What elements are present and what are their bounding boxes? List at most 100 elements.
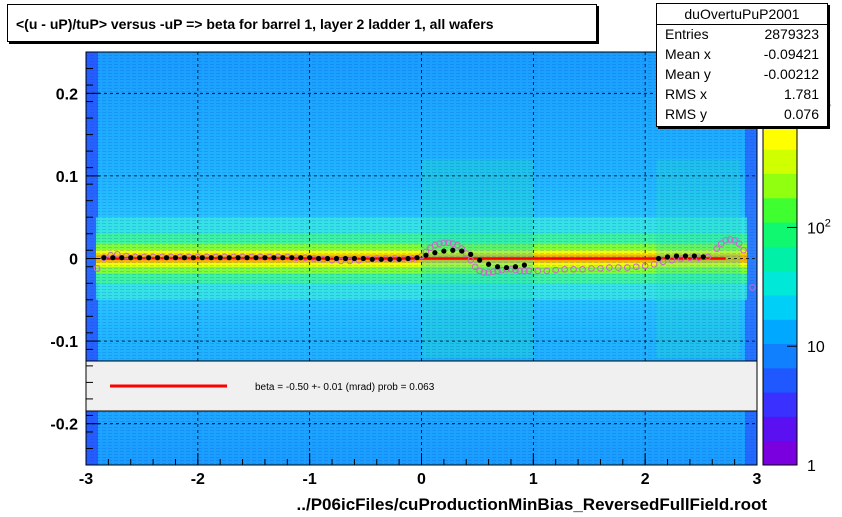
x-tick-label: 0 [417, 471, 426, 488]
colorbar-segment [763, 246, 797, 272]
chart-title: <(u - uP)/tuP> versus -uP => beta for ba… [16, 16, 494, 32]
stats-row: Mean x -0.09421 [665, 46, 819, 66]
open-point [431, 241, 439, 249]
filled-point [351, 255, 357, 262]
open-point [114, 251, 121, 258]
filled-point [432, 250, 438, 256]
filled-point [128, 255, 134, 261]
axes: -3 -2 -1 0 1 2 3 -0.2 -0.1 0 0.1 0.2 [50, 51, 762, 488]
filled-point [208, 255, 214, 261]
filled-point [154, 255, 161, 261]
filled-point [378, 256, 384, 262]
filled-point [101, 255, 107, 261]
colorbar-segment [763, 294, 797, 320]
open-point [534, 267, 542, 275]
stats-value: 2879323 [764, 26, 819, 42]
open-point [440, 239, 448, 247]
filled-point [235, 255, 241, 261]
stats-row: Entries 2879323 [665, 26, 819, 46]
y-tick-label: -0.2 [50, 417, 78, 434]
filled-point [199, 255, 205, 261]
open-point [543, 267, 551, 275]
filled-point [673, 253, 680, 259]
y-tick-label: 0.2 [56, 86, 78, 103]
filled-point [441, 248, 447, 254]
open-point [668, 256, 676, 264]
open-point [436, 240, 443, 247]
colorbar-segment [763, 343, 797, 369]
x-tick-label: -3 [79, 471, 93, 488]
colorbar-segment [763, 173, 797, 199]
open-point [521, 267, 528, 275]
filled-point [163, 255, 170, 261]
open-point [717, 240, 725, 247]
open-point [516, 267, 524, 275]
open-point [453, 241, 461, 249]
filled-point [369, 256, 375, 262]
open-point [100, 254, 108, 261]
filled-point [468, 251, 474, 257]
open-point [713, 245, 721, 252]
filled-point [244, 255, 250, 261]
filled-point [691, 253, 697, 259]
filled-point [137, 255, 143, 261]
open-point [552, 266, 560, 274]
colorbar-tick-label: 102 [807, 217, 831, 237]
x-tick-label: 3 [753, 471, 762, 488]
profile-filled-points [101, 247, 706, 271]
title-box: <(u - uP)/tuP> versus -uP => beta for ba… [7, 4, 597, 42]
open-point [731, 237, 738, 244]
stats-label: RMS x [665, 86, 707, 102]
filled-point [664, 254, 671, 260]
filled-point [700, 254, 706, 260]
filled-point [110, 255, 116, 261]
colorbar-segment [763, 124, 797, 150]
open-point [623, 264, 631, 271]
stats-name: duOvertuPuP2001 [657, 4, 827, 25]
colorbar-segment [763, 416, 797, 442]
colorbar-segment [763, 367, 797, 393]
open-point [606, 264, 613, 271]
open-point [641, 262, 649, 270]
filled-point [262, 255, 268, 261]
open-point [740, 246, 747, 254]
filled-point [396, 256, 402, 262]
x-axis-label: ../P06icFiles/cuProductionMinBias_Revers… [297, 495, 768, 514]
open-point [588, 265, 595, 272]
y-tick-label: 0 [69, 252, 78, 269]
open-point [632, 263, 640, 271]
colorbar-segment [763, 149, 797, 174]
x-tick-label: -2 [191, 471, 205, 488]
colorbar-segment [763, 440, 797, 466]
open-point [480, 269, 488, 276]
stats-box: duOvertuPuP2001 Entries 2879323 Mean x -0.… [656, 3, 828, 127]
filled-point [503, 264, 510, 271]
filled-point [360, 255, 366, 262]
filled-point [316, 255, 322, 262]
filled-point [280, 255, 286, 261]
open-point [722, 237, 729, 244]
fit-legend-box: beta = -0.50 +- 0.01 (mrad) prob = 0.063 [85, 360, 758, 412]
filled-point [119, 255, 125, 261]
filled-point [324, 255, 331, 262]
colorbar-tick-label: 10 [807, 339, 825, 356]
open-point [471, 263, 479, 271]
open-point [485, 269, 492, 276]
open-point [579, 265, 586, 273]
stats-row: Mean y -0.00212 [665, 66, 819, 86]
open-point [489, 268, 497, 276]
open-point [735, 240, 743, 247]
colorbar-segment [763, 270, 797, 296]
stats-label: Mean x [665, 46, 711, 62]
open-point [498, 266, 506, 274]
open-point [346, 257, 354, 265]
open-point [525, 267, 533, 275]
filled-point [217, 255, 223, 261]
filled-point [459, 248, 465, 254]
open-point [659, 258, 667, 266]
filled-point [307, 255, 313, 261]
stats-row: RMS x 1.781 [665, 86, 819, 106]
open-point [677, 255, 685, 262]
filled-point [477, 257, 483, 263]
